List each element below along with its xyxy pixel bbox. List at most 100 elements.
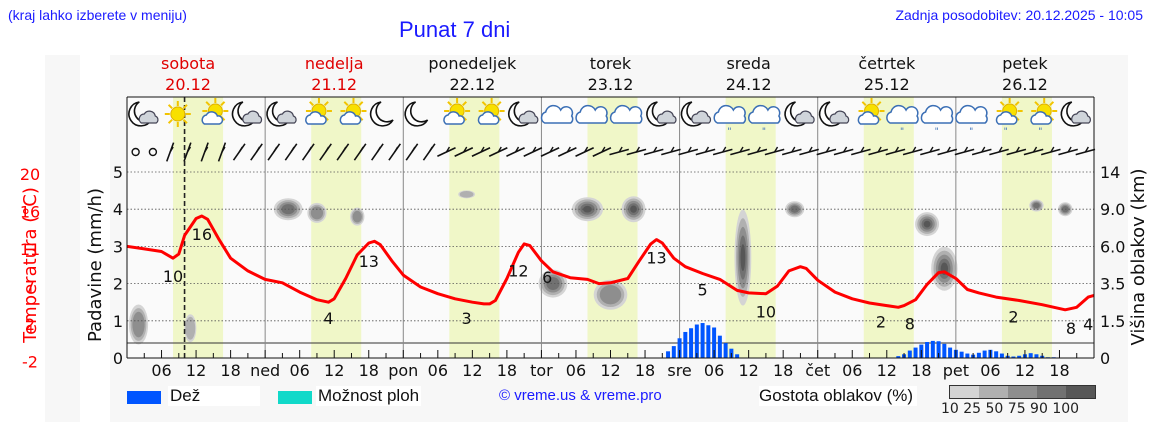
legend-storm-label: Možnost ploh	[316, 386, 422, 406]
daylight-band	[863, 97, 914, 358]
day-name: sobota	[161, 54, 215, 73]
daylight-band	[311, 97, 362, 358]
hour-label: 12	[738, 361, 758, 380]
day-date: 26.12	[1002, 75, 1048, 94]
temp-label: 5	[698, 280, 708, 299]
cloud-shape	[1071, 110, 1091, 124]
wind-barb-flag	[998, 146, 1003, 153]
cloud-shape	[691, 110, 712, 124]
cloud-shape	[995, 111, 1018, 125]
cloud-height-tick: 3.5	[1100, 275, 1125, 294]
temp-tick: 2	[25, 315, 35, 334]
wind-barb-flag	[877, 146, 882, 153]
wind-barb-flag	[411, 146, 416, 153]
sun-ray	[205, 101, 211, 107]
precip-tick: 1	[113, 312, 123, 331]
sun-ray	[220, 101, 226, 107]
hour-label: 12	[324, 361, 344, 380]
cloud-blob	[185, 316, 196, 340]
wind-barb-flag	[428, 146, 433, 153]
wind-barb-flag	[376, 146, 381, 153]
day-date: 20.12	[165, 75, 211, 94]
wind-barb-flag	[894, 146, 900, 153]
wind-barb-flag	[445, 146, 451, 153]
hour-label: 12	[877, 361, 897, 380]
wind-barb-flag	[791, 146, 796, 153]
wind-barb-flag	[1067, 146, 1072, 153]
day-date: 24.12	[726, 75, 772, 94]
day-short-label: pet	[943, 361, 969, 380]
wind-barb-flag	[756, 146, 761, 153]
sun-ray	[323, 101, 329, 107]
wind-barb-flag	[273, 146, 278, 153]
cloud-density-ticks: 10 25 50 75 90 100	[941, 401, 1080, 417]
wind-barb-flag	[912, 146, 917, 153]
cloud-height-tick: 6.0	[1100, 237, 1125, 256]
wind-barb-flag	[860, 146, 865, 153]
sun-ray	[309, 101, 314, 107]
precip-tick: 4	[113, 200, 123, 219]
moon-cloud-icon	[680, 101, 712, 127]
cloud-shape	[713, 104, 747, 124]
cloud-shape	[138, 110, 159, 124]
day-date: 22.12	[449, 75, 495, 94]
wind-barb-flag	[1050, 146, 1055, 153]
cloud-shape	[575, 104, 608, 124]
hour-label: 18	[911, 361, 931, 380]
sun-ray	[462, 101, 467, 107]
cloud-shape	[443, 111, 465, 125]
cloud-height-tick: 14	[1100, 163, 1120, 182]
precip-bar	[1028, 353, 1033, 358]
hour-label: 06	[151, 361, 171, 380]
precip-bar	[671, 346, 676, 358]
temp-label: 13	[359, 252, 379, 271]
legend-storm-swatch	[278, 391, 312, 404]
copyright-link[interactable]: © vreme.us & vreme.pro	[499, 387, 662, 404]
wind-barb-flag	[825, 146, 830, 153]
wind-barb-flag	[929, 146, 934, 153]
sun-ray	[481, 101, 487, 107]
wind-barb-flag	[238, 146, 243, 153]
wind-barb-flag	[981, 146, 986, 153]
density-step-2	[979, 386, 1008, 398]
precip-bar	[1017, 355, 1022, 358]
rain-marks: "	[762, 127, 766, 137]
wind-barb-flag	[497, 146, 502, 153]
hour-label: 18	[1049, 361, 1069, 380]
wind-barb-flag	[739, 146, 744, 153]
wind-barbs	[131, 142, 1096, 162]
temp-axis-label: Temperatura (°C)	[20, 187, 41, 344]
day-date: 21.12	[311, 75, 357, 94]
precip-bar	[1011, 356, 1016, 358]
wind-barb-flag	[532, 146, 537, 153]
wind-barb-flag	[394, 146, 399, 153]
temp-label: 8	[905, 315, 915, 334]
cloud-shape	[829, 110, 850, 124]
wind-barb-flag	[186, 146, 192, 153]
wind-barb-icon	[1058, 148, 1078, 156]
precip-bar	[999, 353, 1004, 358]
wind-barb-icon	[799, 148, 819, 156]
wind-barb-flag	[963, 146, 969, 153]
cloud-density-colorbar	[949, 385, 1096, 399]
temp-label: 8	[1066, 319, 1076, 338]
cloud-shape	[857, 111, 880, 125]
moon-cloud-icon	[508, 101, 539, 127]
cloud-rain-icon: "	[713, 104, 747, 137]
temp-tick: 7	[25, 278, 35, 297]
sun-ray	[343, 101, 349, 107]
cloud-blob	[599, 285, 622, 305]
sun-ray	[182, 104, 188, 110]
precip-bar	[976, 352, 981, 358]
cloud-density-label: Gostota oblakov (%)	[759, 386, 918, 406]
cloud-shape	[886, 104, 919, 124]
hour-label: 18	[359, 361, 379, 380]
sun-cloud-icon	[443, 98, 471, 125]
hour-label: 18	[220, 361, 240, 380]
hour-label: 06	[980, 361, 1000, 380]
sun-ray	[447, 101, 453, 107]
moon-cloud-icon	[1060, 101, 1091, 127]
wind-barb-icon	[920, 148, 940, 156]
day-short-label: čet	[805, 361, 830, 380]
